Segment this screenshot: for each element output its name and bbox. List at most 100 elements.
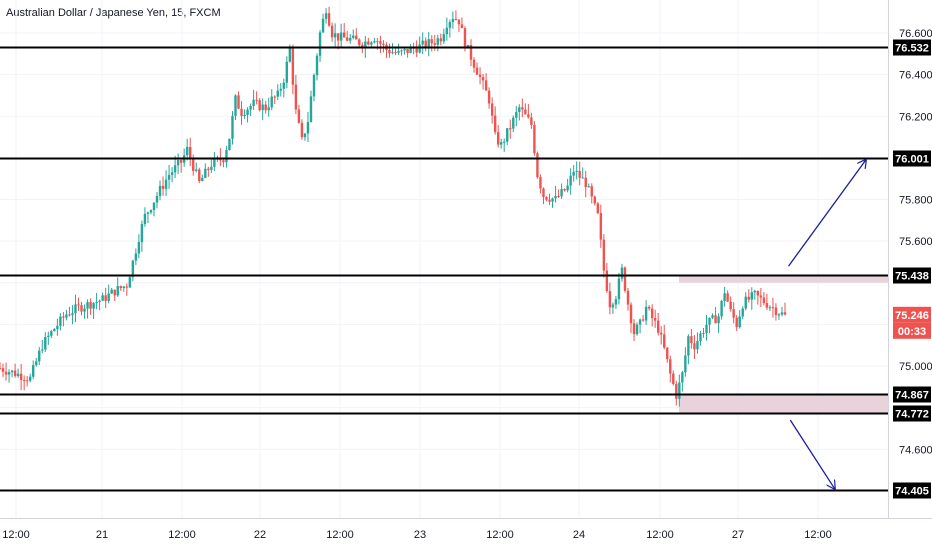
arrows: [788, 160, 866, 489]
candle-body: [35, 361, 38, 366]
candle-body: [394, 52, 397, 54]
candle-body: [95, 301, 98, 304]
candle-body: [213, 158, 216, 167]
candle-body: [291, 48, 295, 85]
candle-body: [249, 105, 252, 110]
x-tick-label: 12:00: [326, 529, 354, 541]
y-tick-label: 75.600: [899, 236, 932, 248]
candle-body: [167, 174, 171, 180]
candle-body: [487, 90, 491, 104]
candle-body: [463, 28, 467, 49]
candle-body: [297, 109, 301, 123]
x-tick-label: 12:00: [646, 529, 674, 541]
candle-body: [614, 299, 618, 305]
candle-body: [270, 96, 273, 108]
candle-body: [475, 67, 479, 75]
candle-body: [545, 197, 548, 200]
candle-body: [672, 373, 675, 385]
candle-body: [237, 95, 240, 109]
candle-body: [696, 340, 699, 350]
candle-body: [28, 376, 32, 381]
candle-body: [192, 158, 195, 171]
candle-body: [687, 336, 690, 356]
candle-body: [50, 331, 53, 336]
y-tick-label: 76.400: [899, 70, 932, 82]
candle-body: [638, 319, 642, 325]
candle-body: [527, 114, 530, 118]
candle-body: [231, 115, 234, 139]
candle-body: [143, 213, 147, 225]
candle-body: [629, 304, 633, 324]
x-tick-label: 27: [732, 529, 744, 541]
candle-body: [551, 198, 554, 202]
candle-body: [493, 115, 497, 133]
candle-body: [4, 371, 8, 375]
projection-arrow-0[interactable]: [788, 160, 866, 267]
candle-body: [38, 350, 41, 362]
candle-body: [499, 142, 503, 145]
y-tick-label: 76.200: [899, 111, 932, 123]
candle-body: [509, 128, 512, 130]
candle-body: [741, 308, 744, 317]
candle-body: [451, 19, 455, 23]
x-tick-label: 12:00: [804, 529, 832, 541]
candle-body: [650, 308, 654, 319]
candle-body: [113, 289, 116, 296]
candle-body: [7, 372, 11, 375]
candle-body: [170, 172, 174, 175]
candle-body: [59, 316, 62, 326]
candle-body: [315, 55, 319, 76]
candle-body: [234, 95, 237, 116]
candle-body: [454, 19, 458, 21]
candle-body: [25, 380, 29, 382]
candle-body: [204, 168, 207, 178]
candle-body: [584, 177, 587, 188]
candle-body: [273, 96, 276, 98]
candle-body: [762, 297, 766, 304]
candle-body: [566, 185, 569, 191]
candle-body: [644, 306, 648, 321]
candle-body: [587, 186, 590, 188]
candle-body: [367, 41, 370, 45]
candle-body: [539, 177, 542, 189]
candle-body: [336, 33, 340, 41]
candle-body: [617, 278, 621, 300]
candle-body: [406, 49, 409, 53]
candle-body: [312, 75, 316, 97]
candle-body: [593, 196, 596, 204]
candle-body: [780, 312, 784, 315]
candle-body: [176, 160, 180, 166]
candle-body: [433, 43, 436, 45]
level-badge-text: 75.438: [895, 271, 929, 283]
candle-body: [68, 314, 71, 316]
candle-body: [19, 373, 23, 381]
level-badge-74.772: [893, 405, 931, 422]
candle-body: [125, 286, 129, 288]
projection-arrow-1[interactable]: [789, 419, 834, 489]
grid: [0, 0, 888, 518]
candle-body: [783, 312, 787, 315]
candle-body: [409, 47, 412, 53]
candle-body: [430, 39, 433, 44]
candle-body: [189, 146, 192, 159]
candle-body: [530, 117, 533, 125]
candle-body: [324, 13, 328, 19]
candle-body: [207, 168, 210, 170]
candle-body: [110, 289, 113, 294]
candle-body: [729, 301, 732, 310]
candle-body: [641, 319, 645, 321]
candle-body: [608, 291, 612, 308]
candle-body: [89, 302, 92, 309]
candle-body: [717, 316, 720, 324]
candle-body: [47, 335, 50, 338]
candle-body: [228, 138, 231, 151]
level-badge-text: 74.772: [895, 409, 929, 421]
candle-body: [53, 329, 56, 332]
y-tick-label: 75.000: [899, 361, 932, 373]
candle-body: [472, 59, 476, 68]
candle-body: [379, 41, 382, 44]
candle-body: [158, 185, 162, 196]
candle-body: [774, 307, 778, 315]
